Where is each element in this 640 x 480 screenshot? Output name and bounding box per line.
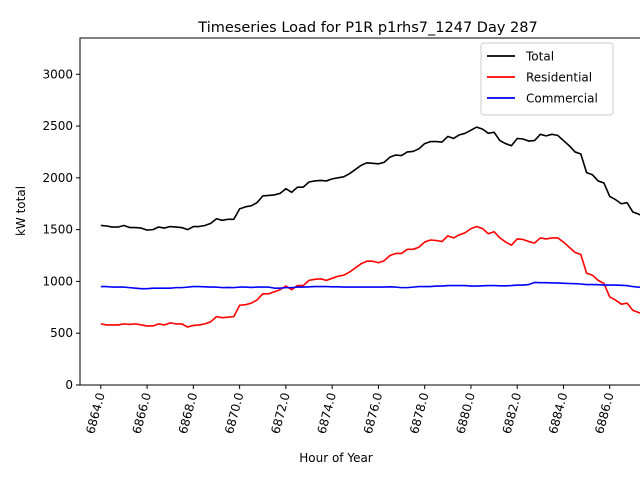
y-tick-label: 500 (50, 326, 73, 340)
x-tick-label: 6878.0 (407, 391, 431, 435)
legend-label-total: Total (525, 50, 554, 64)
x-tick-label: 6882.0 (500, 391, 524, 435)
y-tick-label: 2500 (42, 119, 73, 133)
legend-label-commercial: Commercial (526, 92, 598, 106)
x-tick-label: 6874.0 (315, 391, 339, 435)
y-axis: 0 500 1000 1500 2000 2500 3000 (42, 67, 80, 392)
legend-box (480, 42, 614, 116)
y-tick-label: 1500 (42, 223, 73, 237)
x-axis: 6864.0 6866.0 6868.0 6870.0 6872.0 6874.0 6876… (83, 385, 617, 435)
legend-label-residential: Residential (526, 71, 592, 85)
x-tick-label: 6886.0 (592, 391, 616, 435)
x-tick-label: 6870.0 (222, 391, 246, 435)
x-axis-label: Hour of Year (299, 451, 373, 465)
chart-title: Timeseries Load for P1R p1rhs7_1247 Day … (197, 20, 537, 36)
y-tick-label: 3000 (42, 67, 73, 81)
series-line-residential (100, 225, 640, 328)
x-tick-label: 6876.0 (361, 391, 385, 435)
series-line-total (100, 126, 640, 231)
x-tick-label: 6868.0 (176, 391, 200, 435)
series-line-commercial (100, 281, 640, 290)
x-tick-label: 6884.0 (546, 391, 570, 435)
y-tick-label: 2000 (42, 171, 73, 185)
y-axis-label: kW total (14, 186, 28, 236)
y-tick-label: 1000 (42, 274, 73, 288)
x-tick-label: 6866.0 (130, 391, 154, 435)
x-tick-label: 6872.0 (268, 391, 292, 435)
plot-frame (79, 37, 640, 386)
x-tick-label: 6880.0 (453, 391, 477, 435)
legend: Total Residential Commercial (480, 42, 614, 116)
y-tick-label: 0 (65, 378, 73, 392)
series-layer (100, 126, 640, 328)
x-tick-label: 6864.0 (83, 391, 107, 435)
